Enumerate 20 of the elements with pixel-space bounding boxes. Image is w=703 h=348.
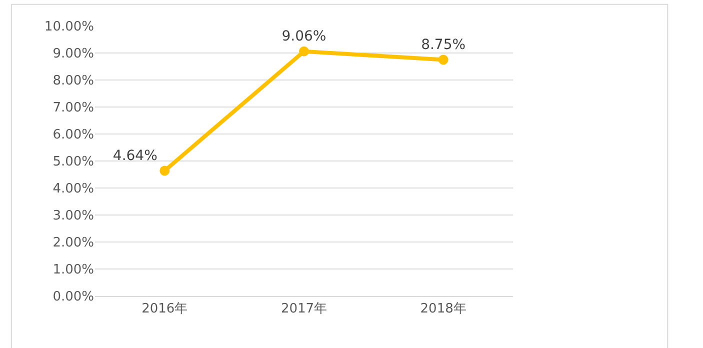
y-tick-label: 2.00% <box>52 236 94 251</box>
y-tick-label: 8.00% <box>52 74 94 89</box>
x-tick-label: 2017年 <box>280 302 328 317</box>
y-tick-label: 1.00% <box>52 262 94 278</box>
y-tick-label: 3.00% <box>52 208 94 224</box>
data-label: 9.06% <box>282 28 326 45</box>
y-tick-label: 4.00% <box>52 182 94 197</box>
y-tick-label: 5.00% <box>52 154 94 170</box>
point <box>299 46 309 56</box>
point <box>160 166 170 176</box>
x-tick-label: 2016年 <box>142 302 188 317</box>
data-label: 4.64% <box>112 148 158 164</box>
y-tick-label: 0.00% <box>52 290 94 305</box>
y-tick-label: 9.00% <box>52 46 94 62</box>
y-tick-label: 6.00% <box>52 128 94 143</box>
y-tick-label: 10.00% <box>44 20 94 35</box>
y-tick-label: 7.00% <box>52 100 94 116</box>
data-label: 8.75% <box>421 37 466 53</box>
x-tick-label: 2018年 <box>420 302 466 317</box>
point <box>438 54 448 65</box>
